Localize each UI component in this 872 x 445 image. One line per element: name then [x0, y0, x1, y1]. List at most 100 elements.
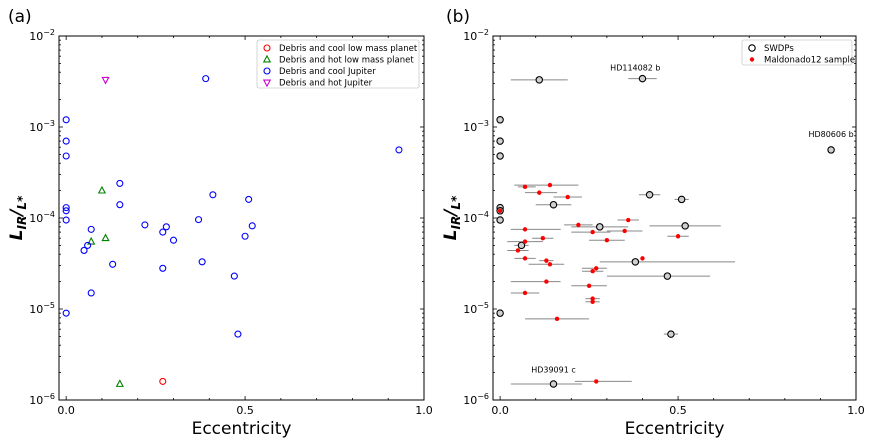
legend-label: Maldonado12 sample — [764, 56, 855, 66]
data-point — [62, 137, 70, 145]
data-point — [141, 221, 149, 229]
y-tick-label: 10−2 — [463, 28, 489, 43]
data-point — [195, 216, 203, 224]
data-point — [245, 195, 253, 203]
legend-label: Debris and cool Jupiter — [279, 67, 376, 77]
legend-label: Debris and cool low mass planet — [279, 44, 418, 54]
data-point — [590, 229, 595, 235]
series-3 — [101, 76, 110, 85]
data-point — [594, 379, 599, 384]
data-point-fill — [667, 330, 675, 338]
data-point-fill — [639, 75, 646, 82]
plot-frame — [58, 35, 425, 401]
data-point — [496, 137, 504, 145]
legend-item: Debris and cool low mass planet — [263, 44, 418, 54]
data-point — [537, 190, 542, 195]
data-point — [586, 283, 592, 288]
data-point — [162, 223, 170, 231]
series-1 — [497, 182, 689, 384]
legend-item: Debris and cool Jupiter — [263, 67, 376, 77]
data-point — [198, 258, 206, 266]
legend-item: Debris and hot low mass planet — [262, 54, 414, 66]
x-axis-label: Eccentricity — [192, 419, 292, 439]
data-point-fill — [496, 152, 504, 160]
data-point — [202, 75, 210, 83]
data-point-fill — [496, 216, 504, 224]
legend-item: Maldonado12 sample — [749, 56, 855, 66]
data-point-fill — [827, 146, 835, 154]
data-point — [626, 217, 631, 223]
data-point — [159, 264, 167, 272]
y-axis-label: LIR/L* — [7, 195, 29, 240]
data-point — [594, 266, 599, 271]
data-point — [535, 76, 544, 84]
data-point — [115, 379, 124, 387]
data-point — [395, 146, 403, 154]
y-tick-label: 10−5 — [29, 301, 55, 316]
legend: Debris and cool low mass planet Debris an… — [256, 39, 420, 89]
legend-label: Debris and hot low mass planet — [279, 56, 414, 66]
data-point-fill — [678, 196, 685, 203]
annotation: HD114082 b — [610, 63, 660, 72]
data-point — [496, 116, 504, 124]
data-point — [675, 234, 681, 239]
data-point — [645, 191, 654, 199]
data-point — [101, 233, 110, 242]
legend-item: SWDPs — [748, 44, 794, 54]
data-point — [522, 227, 528, 232]
y-tick-label: 10−4 — [463, 210, 489, 225]
data-point — [517, 241, 526, 250]
y-tick-label: 10−3 — [29, 119, 55, 134]
legend-marker — [262, 54, 272, 63]
annotation: HD80606 b — [808, 130, 853, 139]
data-point — [116, 201, 124, 209]
legend-marker — [263, 67, 271, 75]
data-point-fill — [536, 76, 543, 84]
data-point — [62, 207, 70, 215]
plot-frame — [492, 35, 857, 401]
data-point — [640, 256, 645, 261]
data-point — [547, 182, 553, 188]
data-point — [631, 258, 640, 266]
legend-box — [741, 39, 853, 66]
data-point-fill — [681, 222, 689, 230]
legend-marker — [748, 44, 756, 52]
data-point — [622, 228, 627, 234]
data-point — [169, 236, 178, 244]
data-point — [515, 248, 521, 253]
data-point-fill — [518, 242, 525, 249]
data-point — [497, 208, 503, 213]
y-tick-label: 10−6 — [29, 392, 55, 407]
data-point-fill — [496, 137, 504, 145]
data-point — [677, 195, 686, 204]
data-point — [522, 256, 528, 261]
data-layer — [62, 75, 403, 387]
data-point — [544, 258, 549, 263]
data-point — [496, 207, 504, 215]
data-point — [549, 380, 558, 388]
data-point — [590, 296, 595, 301]
y-tick-label: 10−2 — [29, 28, 55, 43]
data-point — [638, 74, 647, 83]
data-point — [62, 116, 70, 124]
data-point — [576, 222, 581, 228]
x-tick-label: 0.5 — [669, 404, 687, 417]
data-point — [62, 216, 70, 224]
data-point — [87, 289, 95, 297]
legend-label: SWDPs — [764, 44, 794, 54]
data-point — [522, 239, 528, 244]
data-point — [97, 185, 107, 194]
data-point-fill — [496, 309, 504, 317]
data-point — [230, 272, 238, 280]
data-point — [241, 232, 249, 240]
panel-label: (a) — [8, 7, 32, 27]
data-point — [522, 290, 528, 296]
series-0 — [496, 74, 835, 388]
legend-item: Debris and hot Jupiter — [262, 79, 373, 89]
y-axis-label: LIR/L* — [441, 195, 463, 240]
legend-marker — [262, 79, 272, 88]
data-point-fill — [550, 201, 557, 208]
data-point — [554, 316, 560, 322]
data-point — [496, 152, 504, 160]
legend: SWDPs Maldonado12 sample — [741, 39, 855, 66]
